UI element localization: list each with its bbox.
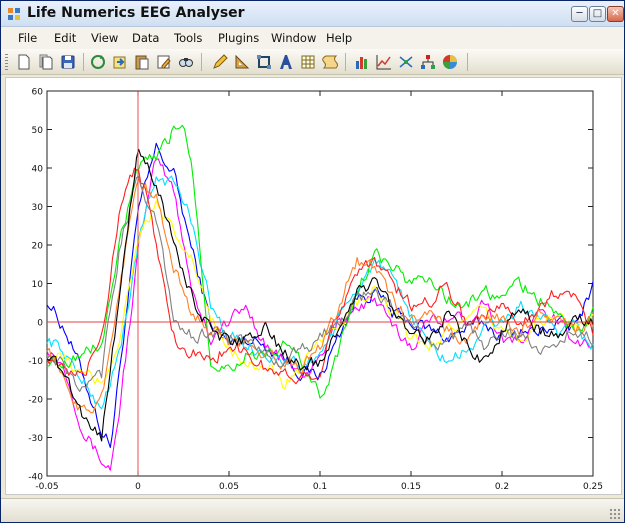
toolbar-separator — [83, 53, 84, 71]
font-icon[interactable] — [277, 53, 295, 71]
y-tick-label: 60 — [32, 88, 44, 98]
x-tick-label: 0.1 — [313, 482, 327, 492]
y-tick-label: 10 — [32, 280, 44, 290]
line-chart-icon[interactable] — [375, 53, 393, 71]
toolbar-grip[interactable] — [5, 54, 8, 70]
y-tick-label: -20 — [28, 396, 43, 406]
table-icon[interactable] — [299, 53, 317, 71]
plot-frame — [46, 90, 594, 477]
y-tick-label: -40 — [28, 473, 43, 483]
minimize-button[interactable]: ─ — [571, 6, 588, 22]
x-tick-label: 0.2 — [495, 482, 509, 492]
x-tick-label: 0.25 — [583, 482, 603, 492]
triangle-ruler-icon[interactable] — [233, 53, 251, 71]
pencil-icon[interactable] — [211, 53, 229, 71]
series-line — [46, 124, 594, 399]
copy-document-icon[interactable] — [37, 53, 55, 71]
maximize-icon: □ — [592, 8, 603, 19]
tree-icon[interactable] — [419, 53, 437, 71]
menu-edit[interactable]: Edit — [54, 31, 77, 45]
window-title: Life Numerics EEG Analyser — [27, 5, 245, 21]
y-tick-label: 50 — [32, 126, 44, 136]
close-icon: ✕ — [611, 8, 620, 19]
save-icon[interactable] — [59, 53, 77, 71]
edit-note-icon[interactable] — [155, 53, 173, 71]
status-bar — [1, 498, 624, 522]
toolbar-separator — [345, 53, 346, 71]
title-bar[interactable]: Life Numerics EEG Analyser ─ □ ✕ — [1, 1, 624, 27]
plot-canvas[interactable]: 60 50 40 30 20 10 0 -10 -20 -30 -40 -0.05 0 0.05 0.1 0.… — [5, 77, 622, 495]
toolbar — [1, 49, 624, 75]
script-icon[interactable] — [321, 53, 339, 71]
minimize-icon: ─ — [576, 8, 583, 19]
toolbar-separator — [201, 53, 202, 71]
series-line — [46, 167, 594, 385]
maximize-button[interactable]: □ — [589, 6, 606, 22]
y-tick-label: -30 — [28, 434, 43, 444]
menu-bar: File Edit View Data Tools Plugins Window… — [1, 27, 624, 49]
y-tick-label: 20 — [32, 242, 44, 252]
y-tick-label: 40 — [32, 165, 44, 175]
globe-icon[interactable] — [441, 53, 459, 71]
find-icon[interactable] — [177, 53, 195, 71]
new-file-icon[interactable] — [15, 53, 33, 71]
toolbar-separator — [467, 53, 468, 71]
paste-icon[interactable] — [133, 53, 151, 71]
menu-file[interactable]: File — [18, 31, 38, 45]
x-tick-label: 0.15 — [401, 482, 421, 492]
menu-plugins[interactable]: Plugins — [218, 31, 260, 45]
menu-window[interactable]: Window — [271, 31, 317, 45]
refresh-icon[interactable] — [89, 53, 107, 71]
crop-icon[interactable] — [255, 53, 273, 71]
scatter-icon[interactable] — [397, 53, 415, 71]
y-tick-label: 0 — [37, 319, 43, 329]
menu-tools[interactable]: Tools — [174, 31, 203, 45]
menu-help[interactable]: Help — [326, 31, 353, 45]
menu-view[interactable]: View — [91, 31, 119, 45]
bar-chart-icon[interactable] — [353, 53, 371, 71]
x-tick-label: 0.05 — [219, 482, 239, 492]
menu-data[interactable]: Data — [132, 31, 160, 45]
close-button[interactable]: ✕ — [607, 6, 624, 22]
x-tick-label: 0 — [135, 482, 141, 492]
resize-grip[interactable] — [609, 508, 620, 519]
y-tick-label: 30 — [32, 203, 44, 213]
x-tick-label: -0.05 — [35, 482, 58, 492]
series-line — [46, 142, 594, 449]
import-icon[interactable] — [111, 53, 129, 71]
app-icon — [8, 8, 20, 20]
eeg-plot[interactable]: 60 50 40 30 20 10 0 -10 -20 -30 -40-0.05 0 0.05 0.1 0.… — [6, 78, 621, 494]
y-tick-label: -10 — [28, 357, 43, 367]
